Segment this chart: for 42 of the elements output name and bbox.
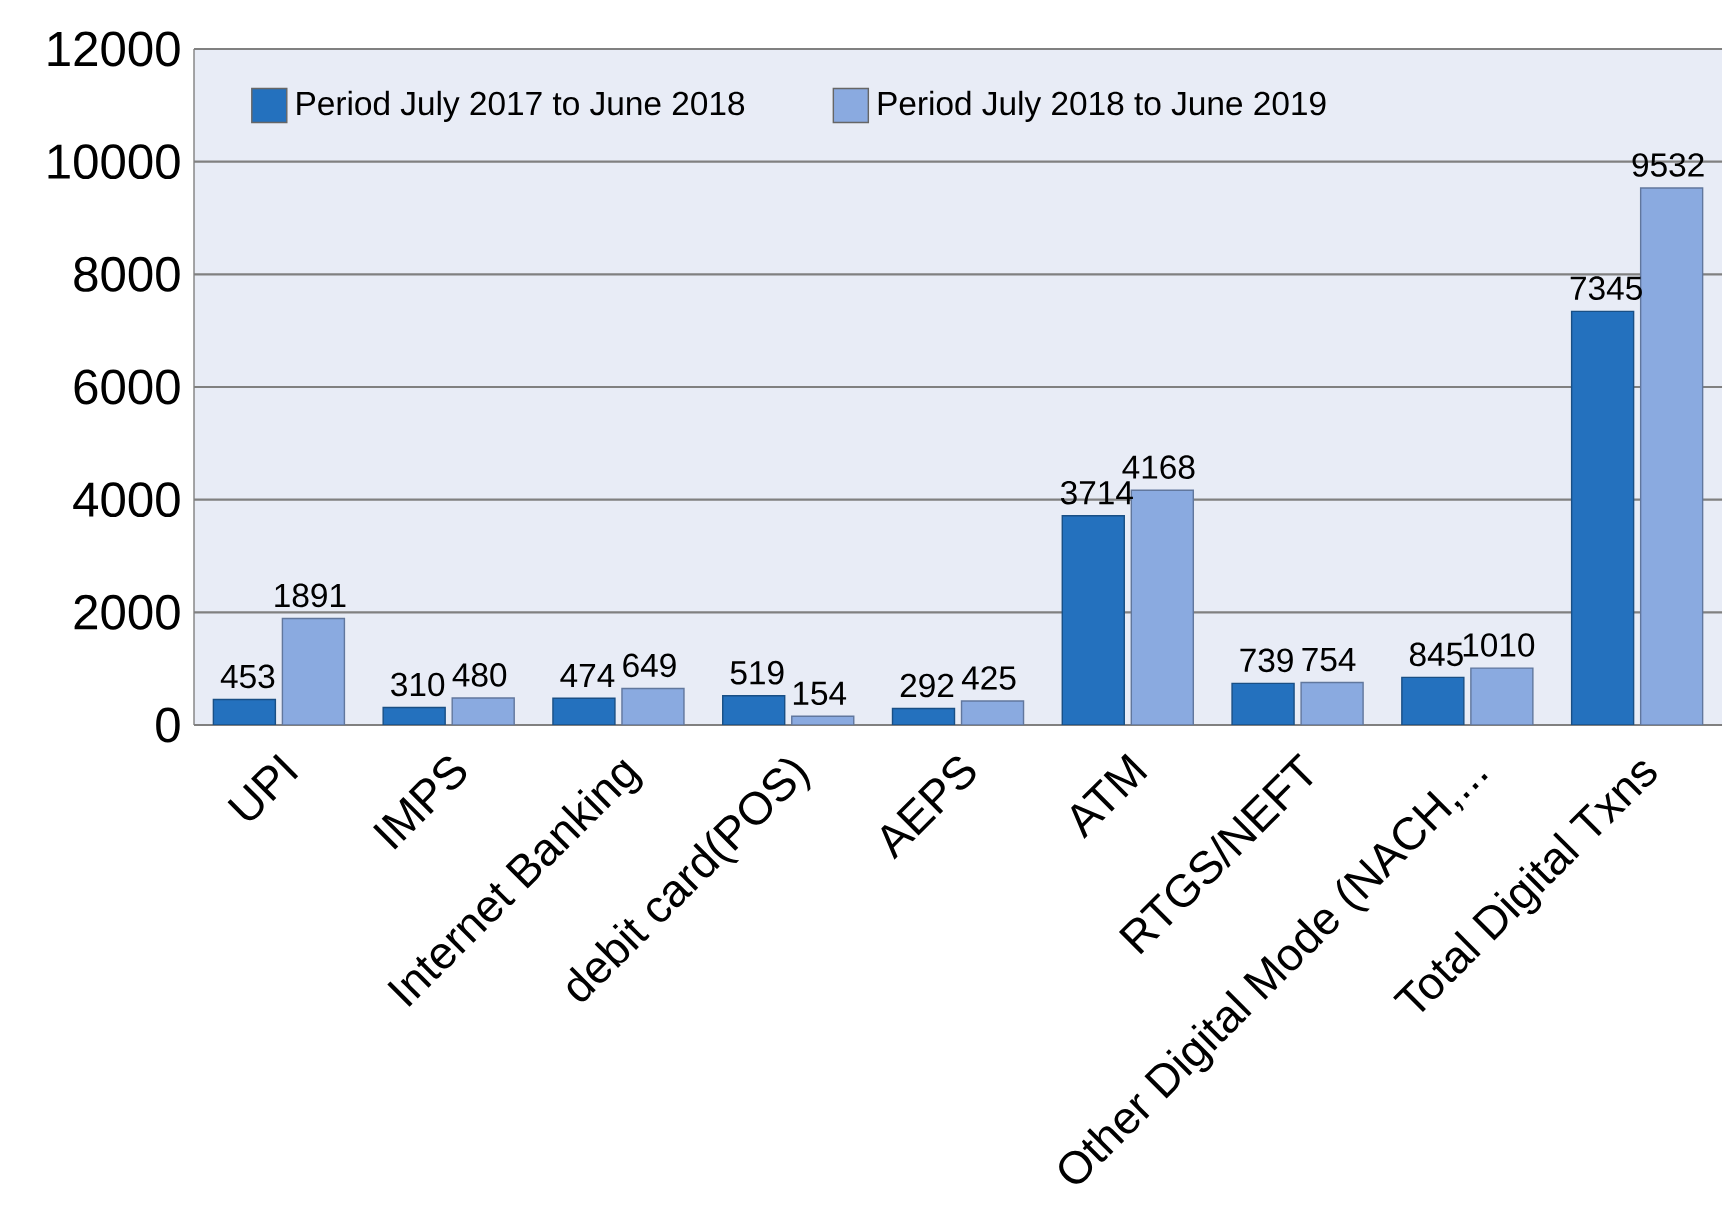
data-label: 519 [730, 660, 784, 685]
bar [621, 687, 685, 725]
bar [281, 617, 346, 725]
data-label: 1010 [1463, 633, 1535, 657]
data-label: 453 [220, 664, 275, 689]
bar [1570, 310, 1635, 725]
x-tick-label: UPI [227, 753, 299, 821]
bar [1470, 667, 1534, 725]
y-tick-label: 6000 [74, 369, 180, 405]
y-tick-label: 10000 [48, 144, 180, 180]
bar [722, 695, 786, 725]
bar [960, 700, 1025, 725]
bar [1061, 515, 1125, 725]
legend-label: Period July 2018 to June 2019 [878, 90, 1326, 122]
data-label: 474 [560, 664, 615, 688]
data-label: 480 [452, 663, 507, 687]
bar [552, 697, 616, 725]
data-label: 4168 [1122, 455, 1195, 479]
y-tick-label: 4000 [73, 482, 180, 518]
data-label: 754 [1302, 647, 1356, 672]
y-tick-label: 12000 [48, 31, 180, 67]
bar [212, 698, 277, 725]
bar [1401, 676, 1465, 725]
data-label: 649 [623, 653, 676, 678]
y-tick-label: 8000 [74, 256, 180, 292]
bar [1300, 681, 1364, 725]
data-label: 292 [900, 673, 954, 698]
bar [1231, 682, 1295, 725]
data-label: 739 [1240, 648, 1293, 673]
legend-label: Period July 2017 to June 2018 [297, 90, 745, 122]
data-label: 7345 [1570, 276, 1642, 300]
y-tick-label: 0 [156, 707, 180, 743]
bar [891, 707, 956, 725]
data-label: 9532 [1632, 153, 1704, 177]
data-label: 310 [391, 672, 445, 697]
data-label: 1891 [275, 583, 346, 608]
data-label: 425 [961, 666, 1016, 690]
y-tick-label: 2000 [74, 594, 180, 630]
data-label: 154 [793, 681, 847, 706]
data-label: 3714 [1060, 480, 1133, 505]
bar [382, 706, 446, 725]
data-label: 845 [1409, 642, 1463, 667]
